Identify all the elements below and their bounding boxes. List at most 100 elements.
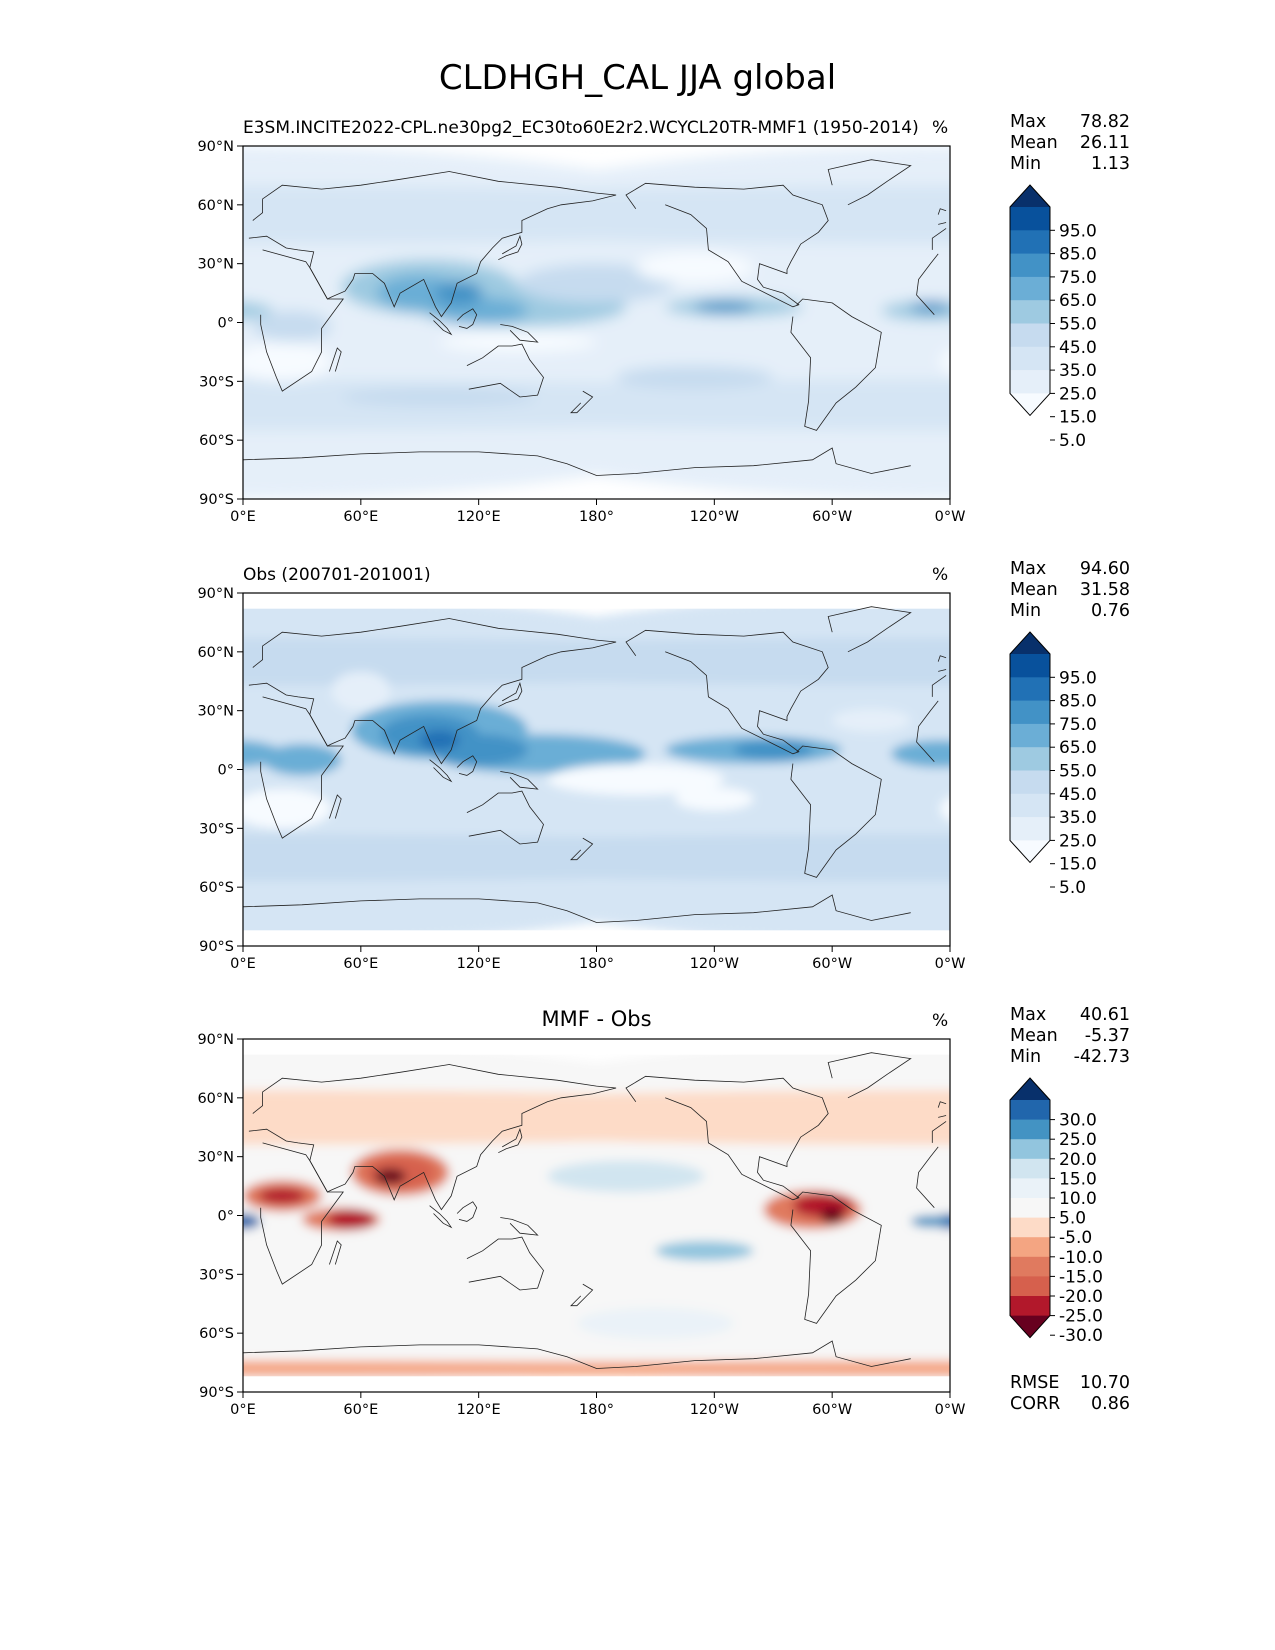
coastline bbox=[790, 745, 882, 878]
colorbar-segment bbox=[1010, 370, 1050, 394]
colorbar-extend-min bbox=[1010, 1315, 1050, 1338]
x-tick-label: 120°E bbox=[457, 956, 501, 972]
field-contour bbox=[243, 1089, 950, 1145]
colorbar-segment bbox=[1010, 1178, 1050, 1199]
field-contour bbox=[258, 1188, 306, 1204]
x-tick-label: 180° bbox=[579, 1402, 614, 1418]
colorbar-tick-label: 65.0 bbox=[1059, 738, 1097, 758]
colorbar-extend-max bbox=[1010, 632, 1050, 654]
x-tick-label: 120°E bbox=[457, 1402, 501, 1418]
y-tick-label: 90°N bbox=[197, 1032, 234, 1048]
colorbar-tick-label: 35.0 bbox=[1059, 361, 1097, 381]
colorbar-tick-label: 85.0 bbox=[1059, 245, 1097, 265]
coastline bbox=[937, 655, 947, 672]
colorbar-tick-label: 35.0 bbox=[1059, 808, 1097, 828]
coastline bbox=[625, 629, 829, 755]
coastline bbox=[248, 171, 947, 318]
coastline bbox=[625, 1075, 829, 1201]
colorbar-tick-label: 75.0 bbox=[1059, 715, 1097, 735]
panel1-title: E3SM.INCITE2022-CPL.ne30pg2_EC30to60E2r2… bbox=[243, 118, 919, 138]
field-contour bbox=[655, 1240, 754, 1261]
colorbar-segment bbox=[1010, 276, 1050, 301]
field-contour bbox=[910, 1215, 950, 1228]
colorbar-tick-label: 15.0 bbox=[1059, 1169, 1097, 1189]
colorbar-tick-label: 10.0 bbox=[1059, 1189, 1097, 1209]
coastline bbox=[243, 894, 911, 923]
missing-data-south bbox=[243, 930, 950, 946]
missing-data-south bbox=[243, 1376, 950, 1392]
panel2-units: % bbox=[932, 565, 949, 585]
y-tick-label: 0° bbox=[218, 763, 234, 779]
x-tick-label: 180° bbox=[579, 509, 614, 525]
field-contour bbox=[733, 740, 813, 760]
field-contour bbox=[820, 1207, 844, 1224]
coastline bbox=[937, 208, 947, 225]
panel3-map: 0°E 60°E 120°E 180° 120°W 60°W 0°W 90°N 60°N 30°N… bbox=[197, 1032, 966, 1418]
colorbar-segment bbox=[1010, 723, 1050, 748]
colorbar-tick-label: 95.0 bbox=[1059, 668, 1097, 688]
field-contour bbox=[243, 1213, 261, 1230]
x-tick-label: 0°W bbox=[935, 509, 966, 525]
y-tick-label: 90°S bbox=[199, 939, 234, 955]
x-tick-label: 0°E bbox=[230, 509, 256, 525]
y-tick-label: 60°N bbox=[197, 1091, 234, 1107]
field-contour bbox=[547, 1160, 705, 1192]
colorbar-segment bbox=[1010, 207, 1050, 231]
coastline bbox=[456, 755, 478, 776]
coastline bbox=[827, 606, 912, 653]
coastline bbox=[429, 759, 453, 783]
field-contour bbox=[439, 332, 597, 352]
x-tick-label: 0°W bbox=[935, 956, 966, 972]
x-tick-label: 0°E bbox=[230, 956, 256, 972]
panel1-units: % bbox=[932, 118, 949, 138]
colorbar-segment bbox=[1010, 793, 1050, 818]
field-contour bbox=[243, 834, 950, 882]
colorbar-tick-label: 15.0 bbox=[1059, 408, 1097, 428]
coastline bbox=[498, 234, 523, 261]
y-tick-label: 30°N bbox=[197, 1150, 234, 1166]
field-contour bbox=[243, 342, 332, 382]
field-contour bbox=[374, 1168, 407, 1185]
colorbar-segment bbox=[1010, 654, 1050, 678]
coastline bbox=[429, 312, 453, 336]
colorbar-tick-label: 45.0 bbox=[1059, 785, 1097, 805]
coastline bbox=[790, 1191, 882, 1324]
colorbar-tick-label: 75.0 bbox=[1059, 268, 1097, 288]
coastline bbox=[937, 1101, 947, 1118]
y-tick-label: 30°N bbox=[197, 257, 234, 273]
x-tick-label: 120°W bbox=[690, 956, 739, 972]
field-contour bbox=[341, 387, 538, 407]
colorbar-segment bbox=[1010, 700, 1050, 725]
coastline bbox=[570, 837, 594, 861]
y-tick-label: 30°N bbox=[197, 704, 234, 720]
x-tick-label: 0°W bbox=[935, 1402, 966, 1418]
field-contour bbox=[940, 349, 950, 374]
field-contour bbox=[517, 263, 676, 303]
colorbar-segment bbox=[1010, 253, 1050, 278]
panel3-colorbar: 30.025.020.015.010.05.0-5.0-10.0-15.0-20… bbox=[1009, 1077, 1103, 1346]
coastline bbox=[500, 771, 539, 790]
colorbar-extend-max bbox=[1010, 185, 1050, 207]
coastline bbox=[329, 347, 342, 372]
x-tick-label: 120°W bbox=[690, 509, 739, 525]
panel1-colorbar: 95.0 85.0 75.0 65.0 55.0 45.0 35.0 25.0 15.0 5.0 bbox=[1009, 184, 1097, 451]
x-tick-label: 120°W bbox=[690, 1402, 739, 1418]
y-tick-label: 0° bbox=[218, 316, 234, 332]
y-tick-label: 30°S bbox=[199, 821, 234, 837]
field-contour bbox=[891, 740, 950, 768]
colorbar-tick-label: -25.0 bbox=[1059, 1307, 1103, 1327]
colorbar-segment bbox=[1010, 346, 1050, 371]
coastline bbox=[248, 618, 947, 765]
colorbar-segment bbox=[1010, 300, 1050, 324]
coastline bbox=[498, 1127, 523, 1154]
colorbar-tick-label: 5.0 bbox=[1059, 431, 1086, 451]
colorbar-tick-label: 65.0 bbox=[1059, 291, 1097, 311]
coastline bbox=[466, 1236, 544, 1291]
colorbar-segment bbox=[1010, 1217, 1050, 1238]
colorbar-segment bbox=[1010, 770, 1050, 795]
field-contour bbox=[675, 787, 754, 811]
y-tick-label: 60°S bbox=[199, 880, 234, 896]
field-contour bbox=[616, 365, 774, 390]
colorbar-segment bbox=[1010, 1158, 1050, 1179]
colorbar-segment bbox=[1010, 1296, 1050, 1317]
